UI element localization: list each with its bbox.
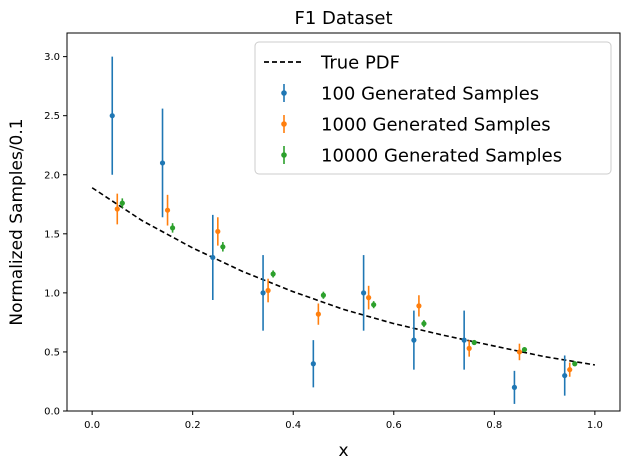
data-point [411,337,417,343]
data-point [265,287,271,294]
data-point [461,337,467,343]
legend-marker-icon [281,152,287,158]
true-pdf-line [91,187,595,366]
y-axis-ticks: 0.0 0.5 1.0 1.5 2.0 2.5 3.0 [44,52,67,418]
legend-marker-icon [281,90,287,96]
x-tick-label: 0.4 [285,420,301,431]
legend-box [254,41,612,175]
legend-label: 100 Generated Samples [321,84,539,105]
data-point [511,384,518,390]
y-axis-label: Normalized Samples/0.1 [7,118,27,325]
data-point [169,225,176,231]
data-point [310,361,316,367]
data-point [371,302,377,308]
y-tick-label: 2.0 [44,170,60,181]
x-tick-label: 0.8 [486,420,502,431]
legend-entry: True PDF [264,53,400,74]
data-point [320,292,326,298]
legend-marker-icon [281,121,287,127]
y-tick-label: 1.0 [44,288,60,299]
data-point [366,295,372,301]
data-point [260,290,266,296]
data-point [521,346,528,353]
data-point [572,361,578,367]
plot-frame [66,32,621,412]
series-3 [119,198,578,367]
x-tick-label: 0.2 [185,420,201,431]
data-point [516,349,523,355]
x-axis-ticks: 0.0 0.2 0.4 0.6 0.8 1.0 [84,411,603,431]
data-point [220,244,226,250]
data-point [466,345,472,351]
data-point [315,311,321,317]
data-point [114,206,120,212]
data-point [159,160,166,166]
y-tick-label: 0.5 [44,347,60,358]
x-tick-label: 0.0 [84,420,100,431]
y-tick-label: 1.5 [44,229,60,240]
x-tick-label: 0.6 [386,420,402,431]
legend-label: 1000 Generated Samples [321,115,551,136]
data-point [562,372,568,379]
legend-label: True PDF [320,53,400,74]
data-point [109,113,115,119]
data-point [119,200,125,206]
chart-title: F1 Dataset [294,8,392,29]
x-axis-label: x [338,441,348,461]
data-point [215,228,221,235]
legend-label: 10000 Generated Samples [321,146,562,167]
legend-entry: 10000 Generated Samples [281,146,562,167]
data-point [471,339,477,346]
legend: True PDF 100 Generated Samples 1000 Genera… [254,41,612,175]
data-point [361,290,367,296]
data-point [416,303,422,309]
data-point [270,271,276,277]
data-point [567,367,573,373]
plot-area [91,56,595,404]
x-tick-label: 1.0 [587,420,603,431]
y-tick-label: 3.0 [44,52,60,63]
series-1 [109,56,568,404]
series-2 [114,193,573,377]
y-tick-label: 0.0 [44,407,60,418]
data-point [210,254,216,261]
y-tick-label: 2.5 [44,111,60,122]
legend-entry: 1000 Generated Samples [281,115,551,136]
legend-entry: 100 Generated Samples [281,84,539,105]
data-point [164,207,171,213]
data-point [421,320,427,327]
